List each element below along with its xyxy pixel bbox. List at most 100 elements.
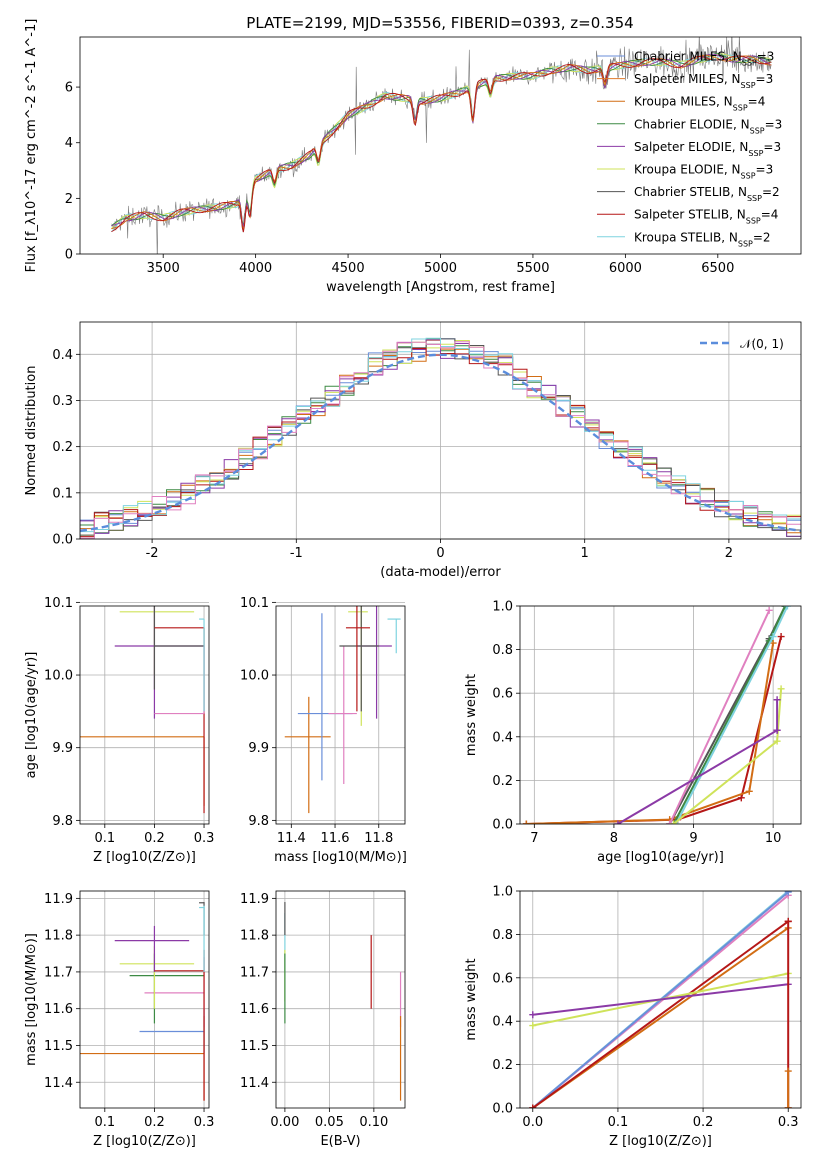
- age_vs_mass-ytick-label: 9.8: [248, 814, 269, 829]
- mass_weight_vs_age-point-marker: [522, 820, 530, 824]
- mass_weight_vs_Z-point-marker: [784, 891, 792, 896]
- age_vs_mass-frame: [275, 605, 406, 825]
- mass_vs_Z-ytick-label: 11.9: [44, 892, 73, 907]
- spectrum-ytick-label: 6: [65, 81, 73, 96]
- mass_vs_Z-panel: 0.1 0.2 0.3 11.4 11.5 11.6 11.7 11.8 11.9 Z [log1…: [24, 890, 215, 1149]
- age_vs_Z-panel: 0.1 0.2 0.3 9.8 9.9 10.0 10.1 Z [log10(Z/Z⊙)] ag…: [24, 596, 214, 865]
- mass_weight_vs_age-point-marker: [781, 606, 789, 610]
- mass_weight_vs_age-point-marker: [773, 726, 781, 734]
- mass_vs_Z-ytick-label: 11.8: [44, 929, 73, 944]
- age_vs_Z-ytick-label: 9.9: [52, 741, 73, 756]
- mass_weight_vs_age-point-marker: [777, 633, 785, 641]
- mass_weight_vs_age-ytick-label: 0.8: [492, 643, 513, 658]
- residual-legend: 𝒩(0, 1): [700, 337, 784, 351]
- mass_vs_ebv-panel: 0.00 0.05 0.10 11.4 11.5 11.6 11.7 11.8 11.9 E(B-…: [240, 890, 406, 1149]
- mass_vs_Z-plot-area: [80, 902, 205, 1101]
- spectrum-legend-label: Chabrier STELIB, NSSP=2: [634, 185, 780, 203]
- mass_vs_Z-xlabel: Z [log10(Z/Z⊙)]: [93, 1134, 196, 1149]
- mass_weight_vs_Z-point-marker: [529, 1104, 537, 1108]
- mass_weight_vs_Z-ytick-label: 0.6: [492, 971, 513, 986]
- mass_vs_ebv-axes: 0.00 0.05 0.10 11.4 11.5 11.6 11.7 11.8 11.9 E(B-…: [240, 890, 406, 1149]
- mass_vs_ebv-xtick-label: 0.00: [270, 1115, 299, 1130]
- age_vs_Z-frame: [79, 605, 210, 825]
- mass_vs_ebv-plot-area: [284, 902, 402, 1101]
- spectrum-legend-label: Kroupa MILES, NSSP=4: [634, 95, 765, 113]
- age_vs_mass-plot-area: [284, 606, 401, 814]
- residuals-ytick-label: 0.2: [52, 440, 73, 455]
- mass_vs_ebv-ytick-label: 11.7: [240, 965, 269, 980]
- mass_vs_Z-ytick-label: 11.7: [44, 965, 73, 980]
- mass_weight_vs_age-xtick-label: 9: [689, 831, 697, 846]
- spectrum-xtick-label: 4500: [332, 261, 365, 276]
- spectrum-xtick-label: 5000: [424, 261, 457, 276]
- residuals-ytick-label: 0.4: [52, 348, 73, 363]
- mass_vs_ebv-ytick-label: 11.8: [240, 929, 269, 944]
- spectrum-xtick-label: 6000: [609, 261, 642, 276]
- spectrum-legend-label: Salpeter ELODIE, NSSP=3: [634, 140, 781, 158]
- spectrum-axes: 3500 4000 4500 5000 5500 6000 6500 0 2 4 6 waveleng…: [24, 19, 802, 295]
- residuals-xtick-label: 2: [725, 546, 733, 561]
- mass_weight_vs_Z-point-marker: [784, 1104, 792, 1108]
- mass_weight_vs_age-xtick-label: 10: [765, 831, 782, 846]
- spectrum-legend: Chabrier MILES, NSSP=3 Salpeter MILES, NS…: [597, 50, 782, 248]
- mass_weight_vs_Z-ytick-label: 0.0: [492, 1102, 513, 1117]
- mass_weight_vs_Z-xtick-label: 0.2: [693, 1115, 714, 1130]
- panels: 3500 4000 4500 5000 5500 6000 6500 0 2 4 6 waveleng…: [24, 19, 802, 1149]
- mass_vs_Z-xtick-label: 0.3: [194, 1115, 215, 1130]
- mass_weight_vs_age-point-marker: [773, 696, 781, 704]
- mass_weight_vs_Z-point-marker: [784, 917, 792, 925]
- age_vs_Z-plot-area: [80, 606, 205, 814]
- mass_weight_vs_Z-ytick-label: 0.4: [492, 1015, 513, 1030]
- mass_weight_vs_age-panel: 7 8 9 10 0.0 0.2 0.4 0.6 0.8 1.0 age [log10(age/yr…: [464, 600, 802, 865]
- residuals-ytick-label: 0.3: [52, 394, 73, 409]
- mass_vs_Z-xtick-label: 0.2: [144, 1115, 165, 1130]
- age_vs_Z-xlabel: Z [log10(Z/Z⊙)]: [93, 850, 196, 865]
- age_vs_mass-gridlines: [276, 601, 405, 824]
- mass_vs_Z-ylabel: mass [log10(M/M⊙)]: [24, 933, 39, 1066]
- mass_weight_vs_age-xtick-label: 7: [530, 831, 538, 846]
- mass_vs_ebv-ytick-label: 11.6: [240, 1002, 269, 1017]
- mass_weight_vs_Z-point-marker: [529, 1022, 537, 1030]
- mass_weight_vs_Z-series-line: [532, 983, 789, 1016]
- age_vs_mass-ytick-label: 9.9: [248, 741, 269, 756]
- mass_weight_vs_Z-xtick-label: 0.1: [608, 1115, 629, 1130]
- spectrum-legend-label: Chabrier ELODIE, NSSP=3: [634, 117, 782, 135]
- age_vs_Z-xtick-label: 0.1: [94, 831, 115, 846]
- age_vs_mass-xtick-label: 11.6: [321, 831, 350, 846]
- mass_vs_Z-ytick-label: 11.6: [44, 1002, 73, 1017]
- mass_weight_vs_Z-ytick-label: 1.0: [492, 885, 513, 900]
- residuals-panel: -2 -1 0 1 2 0.0 0.1 0.2 0.3 0.4 (data-model)/error…: [24, 321, 802, 580]
- residuals-axes: -2 -1 0 1 2 0.0 0.1 0.2 0.3 0.4 (data-model)/error…: [24, 321, 802, 580]
- mass_weight_vs_age-plot-area: [522, 606, 791, 824]
- spectrum-xtick-label: 3500: [147, 261, 180, 276]
- mass_weight_vs_age-point-marker: [670, 820, 678, 824]
- spectrum-ytick-label: 0: [65, 248, 73, 263]
- mass_vs_ebv-ytick-label: 11.4: [240, 1076, 269, 1091]
- mass_weight_vs_age-point-marker: [745, 787, 753, 795]
- age_vs_Z-axes: 0.1 0.2 0.3 9.8 9.9 10.0 10.1 Z [log10(Z/Z⊙)] ag…: [24, 596, 214, 865]
- residual-histogram-step: [80, 341, 801, 539]
- mass_weight_vs_age-frame: [519, 605, 802, 825]
- mass_weight_vs_Z-plot-area: [529, 891, 792, 1108]
- residuals-ytick-label: 0.1: [52, 486, 73, 501]
- spectrum-xtick-label: 5500: [516, 261, 549, 276]
- mass_weight_vs_age-xtick-label: 8: [610, 831, 618, 846]
- mass_weight_vs_age-ytick-label: 0.4: [492, 730, 513, 745]
- mass_vs_ebv-ytick-label: 11.5: [240, 1039, 269, 1054]
- mass_vs_ebv-frame: [275, 890, 406, 1109]
- mass_weight_vs_Z-panel: 0.0 0.1 0.2 0.3 0.0 0.2 0.4 0.6 0.8 1.0 Z [log10(Z…: [464, 885, 802, 1149]
- mass_vs_Z-gridlines: [80, 891, 209, 1108]
- age_vs_Z-ytick-label: 10.0: [44, 669, 73, 684]
- mass_weight_vs_age-point-marker: [783, 606, 791, 610]
- spectrum-data-line: [111, 37, 772, 254]
- spectrum-ytick-label: 4: [65, 136, 73, 151]
- mass_vs_Z-ytick-label: 11.4: [44, 1076, 73, 1091]
- mass_weight_vs_Z-point-marker: [784, 1067, 792, 1075]
- mass_weight_vs_Z-xtick-label: 0.0: [522, 1115, 543, 1130]
- mass_weight_vs_Z-point-marker: [529, 1011, 537, 1019]
- spectrum-legend-label: Kroupa STELIB, NSSP=2: [634, 230, 771, 248]
- residuals-ylabel: Normed distribution: [24, 366, 39, 496]
- mass_weight_vs_age-point-marker: [769, 633, 777, 641]
- age_vs_mass-axes: 11.4 11.6 11.8 9.8 9.9 10.0 10.1 mass [log10(M/…: [240, 596, 407, 865]
